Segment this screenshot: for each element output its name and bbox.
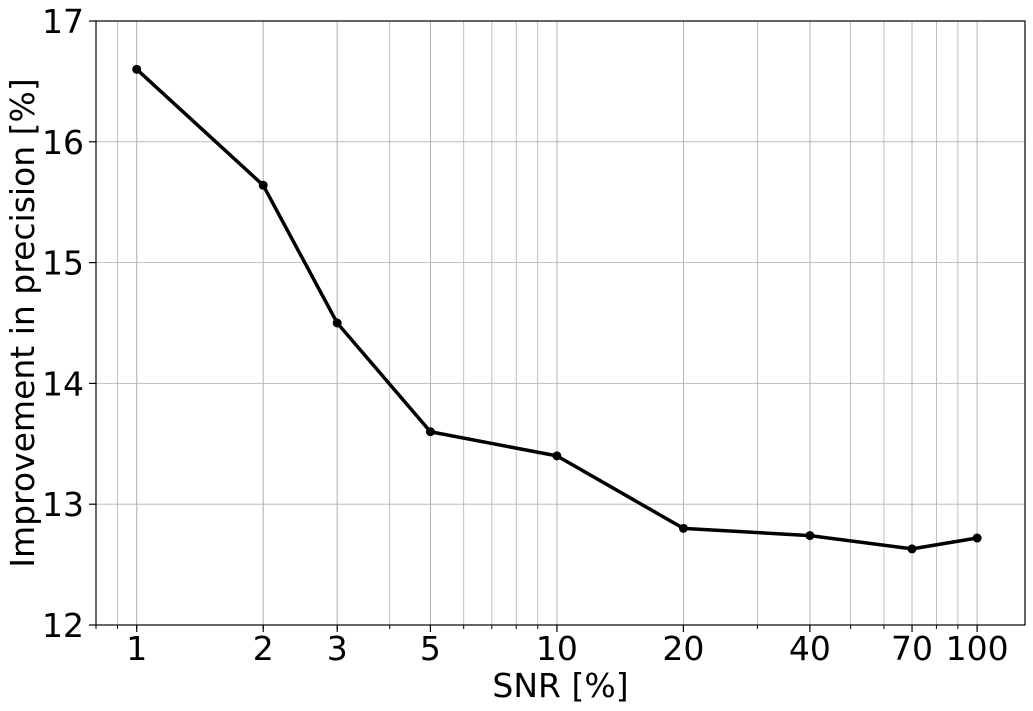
major-gridlines [96,20,1025,626]
x-tick-label: 2 [253,629,274,668]
data-point [425,427,435,437]
data-point [552,451,562,461]
plot-frame [95,20,1026,626]
x-tick-label: 70 [891,629,933,668]
data-point [805,531,815,541]
x-tick-label: 20 [662,629,704,668]
data-point [332,318,342,328]
data-point [132,64,142,74]
x-tick-label: 100 [946,629,1009,668]
y-tick-label: 15 [42,244,84,283]
data-point [972,533,982,543]
data-point [678,523,688,533]
x-tick-label: 40 [789,629,831,668]
y-axis-title: Improvement in precision [%] [3,78,42,568]
y-tick-label: 16 [42,123,84,162]
y-tick-label: 17 [42,2,84,41]
x-tick-label: 1 [126,629,147,668]
tick-marks [89,20,978,632]
y-tick-label: 14 [42,364,84,403]
data-point [907,544,917,554]
series-group [132,64,982,554]
x-tick-label: 5 [420,629,441,668]
y-tick-label: 13 [42,485,84,524]
x-tick-labels: 1 2 3 5 10 20 40 70 100 [126,629,1008,668]
x-axis-title: SNR [%] [492,666,628,705]
x-tick-label: 3 [327,629,348,668]
data-point [258,180,268,190]
y-tick-label: 12 [42,606,84,645]
minor-gridlines [95,21,978,625]
x-tick-label: 10 [536,629,578,668]
y-tick-labels: 12 13 14 15 16 17 [42,2,84,645]
